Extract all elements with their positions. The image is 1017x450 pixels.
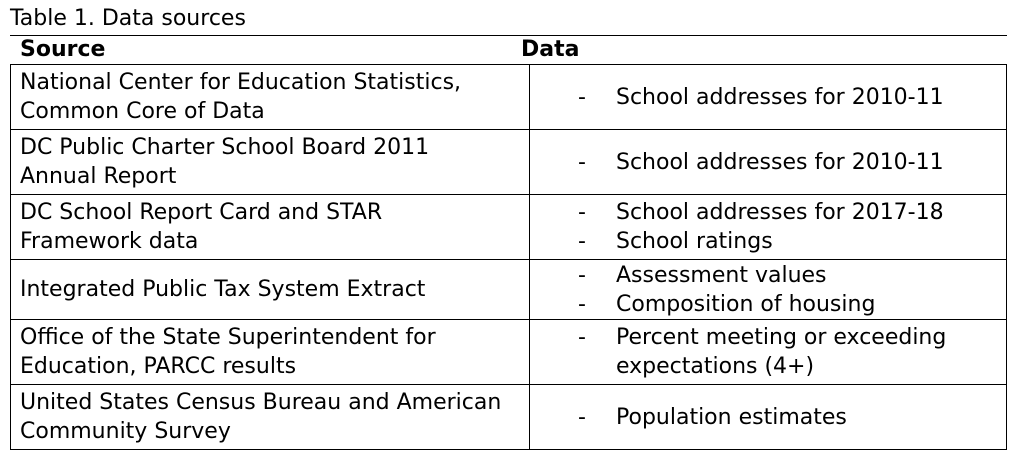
bullet-dash: - (578, 149, 586, 175)
data-sources-table: National Center for Education Statistics… (10, 64, 1007, 450)
column-header-data: Data (521, 37, 580, 62)
column-header-source: Source (20, 37, 106, 62)
data-list-item: - School ratings (530, 227, 1006, 256)
source-text: United States Census Bureau and American (20, 390, 502, 415)
source-text: National Center for Education Statistics… (20, 70, 462, 95)
data-item-text: expectations (4+) (616, 354, 815, 379)
source-text: Integrated Public Tax System Extract (20, 277, 426, 302)
data-list-item: - Population estimates (530, 403, 1006, 432)
bullet-dash: - (578, 84, 586, 110)
table-row: Office of the State Superintendent for Ed… (10, 319, 1007, 385)
data-item-text: Assessment values (616, 262, 827, 288)
table-body: National Center for Education Statistics… (10, 64, 1007, 450)
data-list-item: - Composition of housing (530, 290, 1006, 319)
bullet-dash: - (578, 404, 586, 430)
bullet-dash: - (578, 291, 586, 317)
data-cell: - School addresses for 2010-11 (529, 129, 1007, 195)
source-cell: Integrated Public Tax System Extract (10, 259, 530, 320)
data-item-text: School addresses for 2010-11 (616, 149, 944, 175)
source-cell: United States Census Bureau and American… (10, 384, 530, 450)
source-cell: DC Public Charter School Board 2011 Annua… (10, 129, 530, 195)
data-item-text: Percent meeting or exceeding (616, 325, 947, 350)
bullet-dash: - (578, 325, 586, 350)
data-item-text: School addresses for 2017-18 (616, 200, 944, 225)
data-list-item: - School addresses for 2017-18 (530, 198, 1006, 227)
source-text: Community Survey (20, 419, 231, 444)
source-text: DC School Report Card and STAR (20, 200, 383, 225)
data-cell: - School addresses for 2017-18 - School rat… (529, 194, 1007, 260)
table-row: Integrated Public Tax System Extract - Ass… (10, 259, 1007, 320)
bullet-dash: - (578, 262, 586, 288)
source-text: Education, PARCC results (20, 354, 297, 379)
table-header-row: Source Data (10, 36, 1007, 64)
data-list-item: - School addresses for 2010-11 (530, 148, 1006, 177)
table-caption: Table 1. Data sources (10, 6, 246, 31)
table-top-rule (10, 35, 1007, 36)
source-text: Common Core of Data (20, 99, 265, 124)
source-text: Framework data (20, 229, 199, 254)
table-row: DC Public Charter School Board 2011 Annua… (10, 129, 1007, 195)
data-cell: - Assessment values - Composition of housin… (529, 259, 1007, 320)
data-item-text: School ratings (616, 229, 773, 254)
data-cell: - School addresses for 2010-11 (529, 64, 1007, 130)
source-text: DC Public Charter School Board 2011 (20, 135, 430, 160)
source-text: Annual Report (20, 164, 177, 189)
data-item-text: Population estimates (616, 404, 847, 430)
source-cell: Office of the State Superintendent for Ed… (10, 319, 530, 385)
data-list-item: - School addresses for 2010-11 (530, 83, 1006, 112)
data-list-item: - Percent meeting or exceeding (530, 323, 1006, 352)
data-item-text: Composition of housing (616, 291, 876, 317)
source-text: Office of the State Superintendent for (20, 325, 436, 350)
source-cell: National Center for Education Statistics… (10, 64, 530, 130)
data-list-item: - Assessment values (530, 261, 1006, 290)
table-row: DC School Report Card and STAR Framework … (10, 194, 1007, 260)
data-item-text: School addresses for 2010-11 (616, 84, 944, 110)
data-cell: - Population estimates (529, 384, 1007, 450)
data-cell: - Percent meeting or exceeding-expectatio… (529, 319, 1007, 385)
bullet-dash: - (578, 229, 586, 254)
table-row: United States Census Bureau and American… (10, 384, 1007, 450)
table-row: National Center for Education Statistics… (10, 64, 1007, 130)
source-cell: DC School Report Card and STAR Framework … (10, 194, 530, 260)
bullet-dash: - (578, 200, 586, 225)
data-list-item: -expectations (4+) (530, 352, 1006, 381)
